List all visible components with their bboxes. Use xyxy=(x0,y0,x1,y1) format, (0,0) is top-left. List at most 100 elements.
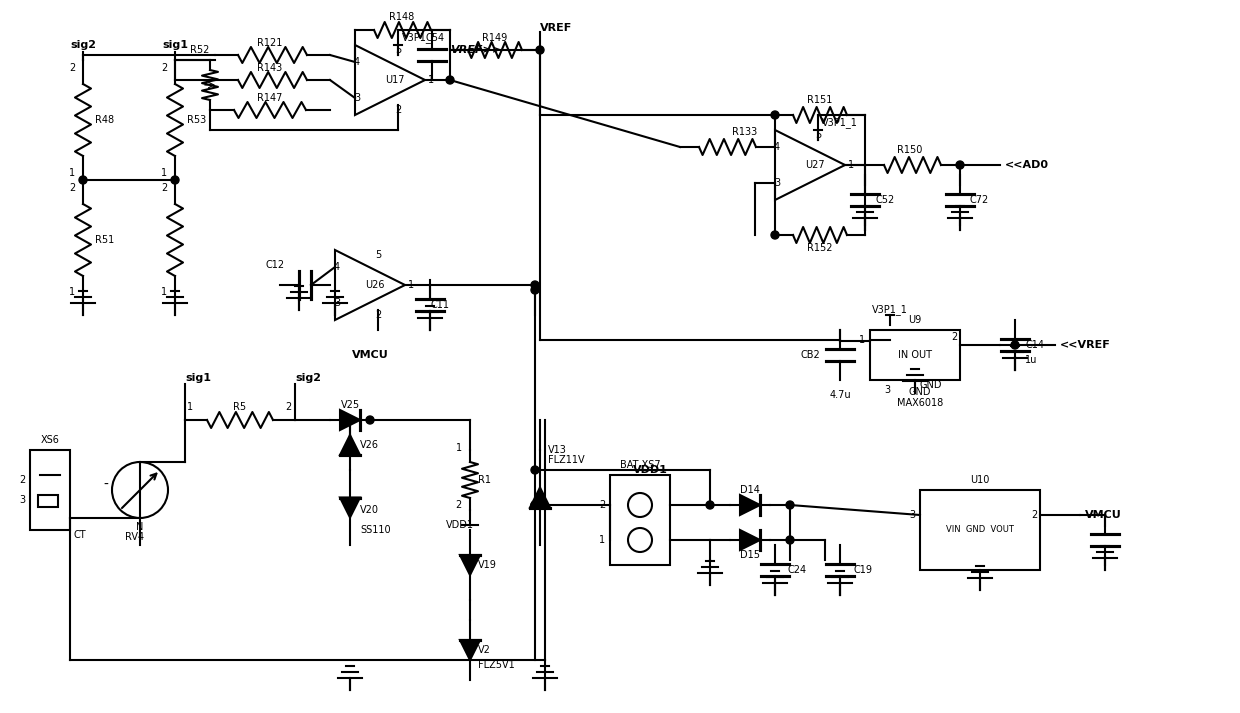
Polygon shape xyxy=(460,555,480,575)
Text: 2: 2 xyxy=(161,63,167,73)
Text: GND: GND xyxy=(909,387,931,397)
Circle shape xyxy=(171,176,179,184)
Text: V2: V2 xyxy=(477,645,491,655)
Text: C19: C19 xyxy=(853,565,872,575)
Text: R48: R48 xyxy=(95,115,114,125)
Text: VREF: VREF xyxy=(539,23,572,33)
Text: VDD1: VDD1 xyxy=(446,520,474,530)
Text: 2: 2 xyxy=(599,500,605,510)
Text: 1: 1 xyxy=(428,75,434,85)
Text: 1: 1 xyxy=(408,280,414,290)
Text: C12: C12 xyxy=(265,260,285,270)
Text: sig2: sig2 xyxy=(69,40,95,50)
Text: SS110: SS110 xyxy=(360,525,391,535)
Text: 2: 2 xyxy=(161,183,167,193)
Text: R53: R53 xyxy=(187,115,206,125)
Text: 1: 1 xyxy=(69,168,74,178)
Text: R148: R148 xyxy=(389,12,414,22)
Text: VIN  GND  VOUT: VIN GND VOUT xyxy=(946,525,1014,535)
Text: FLZ11V: FLZ11V xyxy=(548,455,584,465)
Text: 1: 1 xyxy=(456,443,463,453)
Text: 1: 1 xyxy=(187,402,193,412)
Text: 3: 3 xyxy=(353,93,360,103)
Text: 2: 2 xyxy=(68,63,74,73)
Text: V26: V26 xyxy=(360,440,379,450)
Text: 5: 5 xyxy=(815,130,821,140)
Polygon shape xyxy=(340,435,360,455)
Text: CT: CT xyxy=(73,530,87,540)
Text: MAX6018: MAX6018 xyxy=(897,398,944,408)
Text: R5: R5 xyxy=(233,402,247,412)
Text: C72: C72 xyxy=(970,195,990,205)
Circle shape xyxy=(366,416,374,424)
Text: 2: 2 xyxy=(456,500,463,510)
Text: 5: 5 xyxy=(394,45,401,55)
Circle shape xyxy=(531,281,539,289)
Bar xyxy=(920,490,1040,570)
Text: D14: D14 xyxy=(740,485,760,495)
Text: R51: R51 xyxy=(95,235,114,245)
Text: 2: 2 xyxy=(68,183,74,193)
Polygon shape xyxy=(340,498,360,518)
Circle shape xyxy=(536,46,544,54)
Text: N: N xyxy=(136,522,144,532)
Text: R52: R52 xyxy=(190,45,210,55)
Text: 2: 2 xyxy=(285,402,291,412)
Text: R151: R151 xyxy=(807,95,833,105)
Text: C11: C11 xyxy=(430,300,449,310)
Text: U9: U9 xyxy=(909,315,921,325)
Text: R143: R143 xyxy=(258,63,283,73)
Polygon shape xyxy=(340,410,360,430)
Text: -: - xyxy=(103,478,108,492)
Text: 2: 2 xyxy=(394,105,401,115)
Text: 2: 2 xyxy=(19,475,25,485)
Circle shape xyxy=(771,111,779,119)
Bar xyxy=(38,495,58,507)
Text: 2: 2 xyxy=(1032,510,1038,520)
Text: V19: V19 xyxy=(477,560,497,570)
Text: U26: U26 xyxy=(366,280,384,290)
Polygon shape xyxy=(460,640,480,660)
Text: 4: 4 xyxy=(774,142,780,152)
Text: V20: V20 xyxy=(360,505,379,515)
Text: 1u: 1u xyxy=(1025,355,1038,365)
Text: 3: 3 xyxy=(774,178,780,188)
Text: VMCU: VMCU xyxy=(1085,510,1122,520)
Circle shape xyxy=(531,501,539,509)
Text: C54: C54 xyxy=(425,33,444,43)
Text: 1: 1 xyxy=(69,287,74,297)
Circle shape xyxy=(79,176,87,184)
Text: 4: 4 xyxy=(334,262,340,272)
Bar xyxy=(30,450,69,530)
Text: 3: 3 xyxy=(334,298,340,308)
Text: sig1: sig1 xyxy=(162,40,188,50)
Circle shape xyxy=(531,466,539,474)
Text: XS6: XS6 xyxy=(41,435,60,445)
Text: IN OUT: IN OUT xyxy=(898,350,932,360)
Bar xyxy=(870,330,960,380)
Text: C14: C14 xyxy=(1025,340,1044,350)
Text: VMCU: VMCU xyxy=(352,350,388,360)
Text: 2: 2 xyxy=(374,310,381,320)
Circle shape xyxy=(1011,341,1019,349)
Text: CB2: CB2 xyxy=(800,350,820,360)
Text: VREF>>: VREF>> xyxy=(450,45,501,55)
Text: U17: U17 xyxy=(386,75,404,85)
Circle shape xyxy=(786,501,794,509)
Text: BAT XS7: BAT XS7 xyxy=(620,460,661,470)
Text: 4: 4 xyxy=(353,57,360,67)
Text: R1: R1 xyxy=(477,475,491,485)
Bar xyxy=(610,475,670,565)
Text: R147: R147 xyxy=(258,93,283,103)
Text: GND: GND xyxy=(920,380,942,390)
Text: V3P1_1: V3P1_1 xyxy=(822,118,858,128)
Text: R152: R152 xyxy=(807,243,833,253)
Circle shape xyxy=(706,501,714,509)
Text: C52: C52 xyxy=(875,195,894,205)
Text: <<VREF: <<VREF xyxy=(1060,340,1111,350)
Text: 1: 1 xyxy=(161,168,167,178)
Text: R133: R133 xyxy=(733,127,758,137)
Text: V3P1_1: V3P1_1 xyxy=(872,304,908,315)
Circle shape xyxy=(956,161,963,169)
Text: VDD1: VDD1 xyxy=(632,465,667,475)
